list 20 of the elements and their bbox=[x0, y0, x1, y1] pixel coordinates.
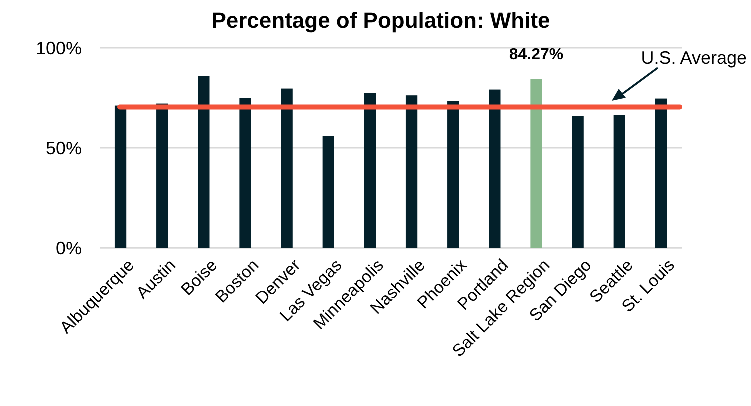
bar bbox=[114, 106, 127, 248]
bar bbox=[198, 76, 210, 248]
bar bbox=[572, 116, 584, 248]
y-tick-label: 50% bbox=[46, 138, 82, 158]
ref-line-label: U.S. Average bbox=[641, 48, 747, 68]
bar bbox=[322, 136, 334, 248]
bar bbox=[530, 79, 542, 248]
bar bbox=[489, 90, 501, 248]
bar bbox=[240, 98, 252, 248]
bar bbox=[448, 101, 460, 248]
bar bbox=[406, 96, 418, 248]
bar bbox=[655, 98, 668, 248]
chart-title: Percentage of Population: White bbox=[212, 8, 550, 33]
bar bbox=[364, 93, 376, 248]
data-label: 84.27% bbox=[509, 46, 564, 64]
y-tick-label: 100% bbox=[36, 38, 82, 58]
bar bbox=[156, 104, 168, 248]
bar bbox=[614, 115, 626, 248]
bar bbox=[281, 88, 293, 248]
y-tick-label: 0% bbox=[56, 238, 82, 258]
